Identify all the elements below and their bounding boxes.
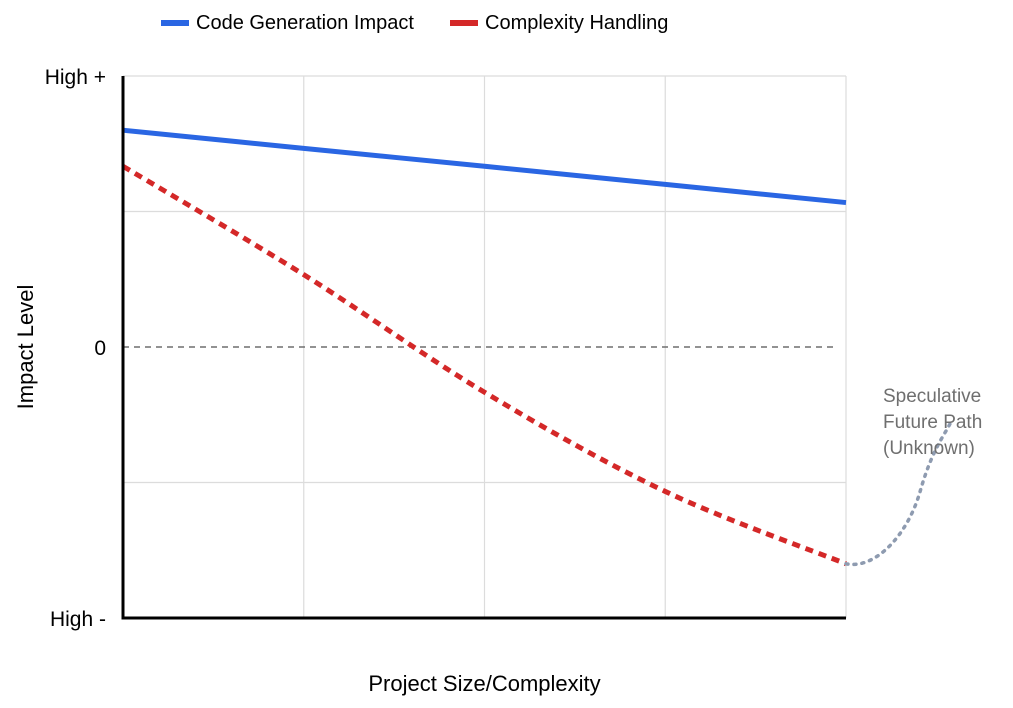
speculative-annotation: Speculative Future Path (Unknown) — [883, 386, 982, 459]
legend-swatch-code-generation — [161, 20, 189, 26]
speculative-path-line — [844, 422, 952, 567]
series-lines — [121, 127, 847, 567]
series-line-code-generation — [122, 127, 847, 206]
y-tick-label: High + — [45, 66, 106, 89]
y-tick-label: High - — [50, 608, 106, 631]
annotation-line-3: (Unknown) — [883, 438, 975, 459]
grid-lines — [123, 75, 847, 618]
y-axis-title: Impact Level — [13, 285, 38, 410]
series-line-complexity-handling — [121, 164, 847, 567]
annotation-line-2: Future Path — [883, 412, 982, 433]
y-tick-label: 0 — [94, 337, 106, 360]
legend: Code Generation Impact Complexity Handli… — [161, 12, 668, 34]
legend-label-complexity-handling: Complexity Handling — [485, 12, 668, 34]
x-axis-title: Project Size/Complexity — [368, 671, 600, 696]
y-tick-labels: High + 0 High - — [45, 66, 106, 631]
legend-label-code-generation: Code Generation Impact — [196, 12, 414, 34]
annotation-line-1: Speculative — [883, 386, 981, 407]
legend-swatch-complexity-handling — [450, 20, 478, 26]
